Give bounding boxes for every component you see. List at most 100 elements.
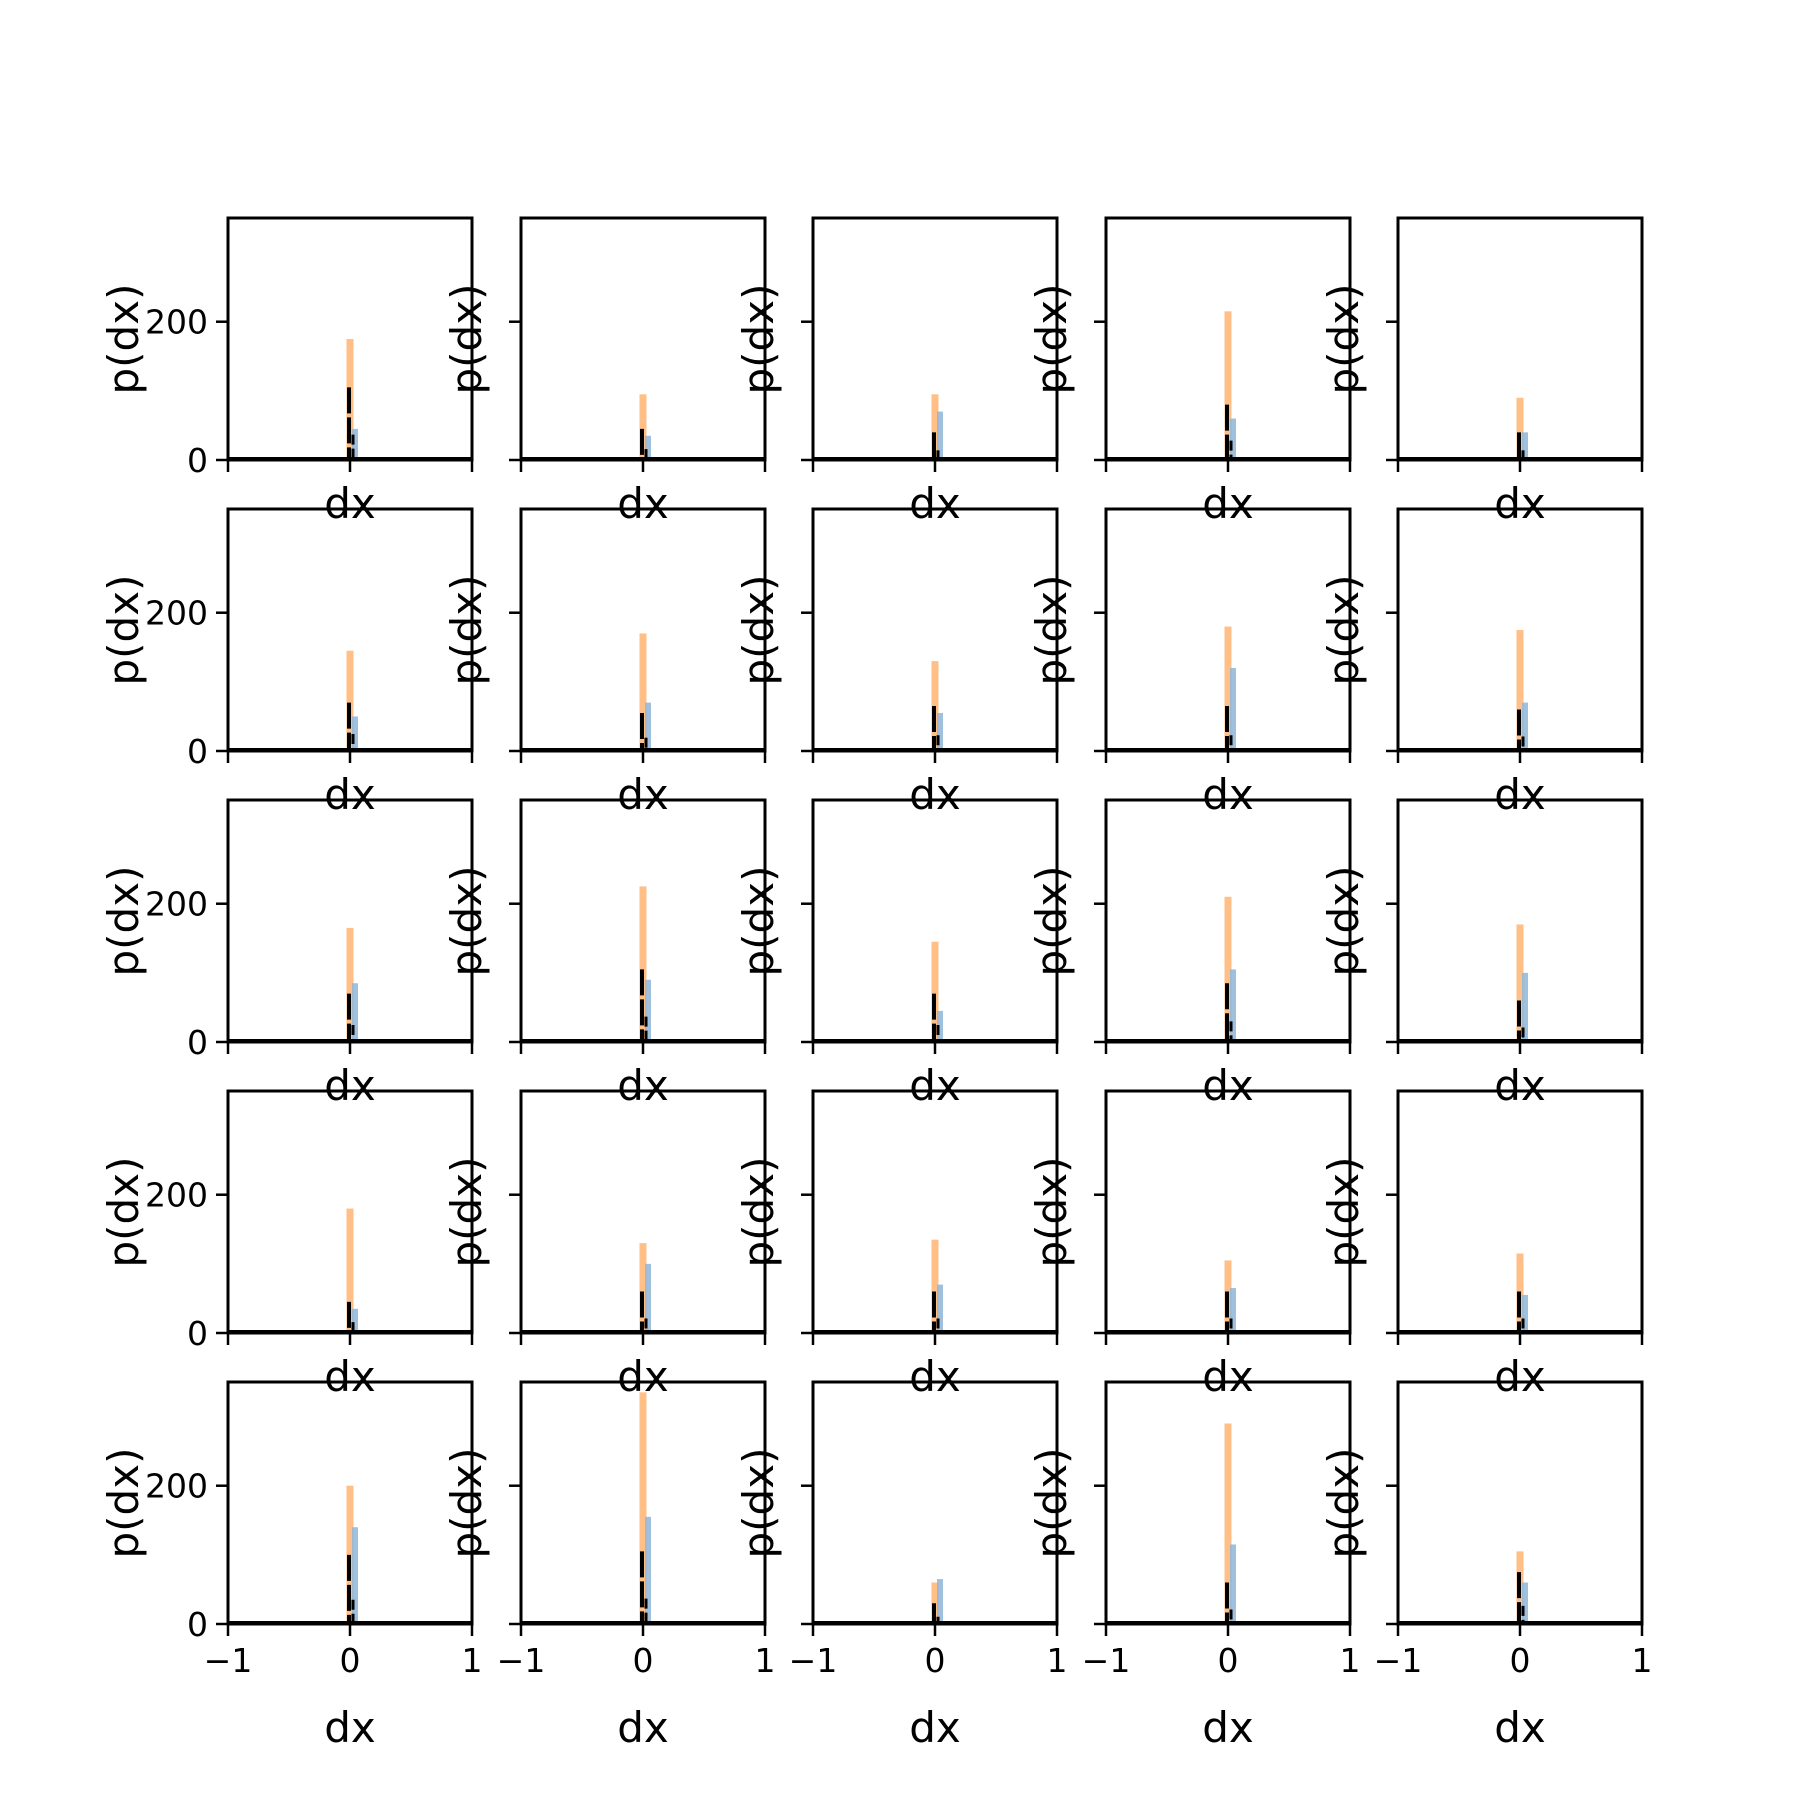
orange-bar bbox=[639, 394, 647, 459]
y-tick-label: 200 bbox=[145, 1467, 208, 1506]
y-tick-label: 0 bbox=[187, 732, 208, 771]
x-axis-label: dx bbox=[324, 770, 376, 819]
orange-bar bbox=[639, 1243, 647, 1332]
subplot-1-2: dx p(dx) bbox=[442, 216, 767, 528]
y-axis-label: p(dx) bbox=[99, 1157, 148, 1268]
x-tick-label: −1 bbox=[497, 1641, 546, 1680]
subplot-4-1: 0 200 dx p(dx) bbox=[99, 1089, 474, 1401]
x-axis-label: dx bbox=[909, 1703, 961, 1752]
y-axis-label: p(dx) bbox=[734, 1448, 783, 1559]
orange-bar bbox=[1224, 896, 1232, 1041]
subplot-3-3: dx p(dx) bbox=[734, 798, 1059, 1110]
blue-bar bbox=[352, 983, 358, 1041]
subplot-5-2: −1 0 1 dx p(dx) bbox=[442, 1380, 776, 1752]
orange-bar bbox=[931, 661, 939, 750]
x-tick-label: 0 bbox=[1510, 1641, 1531, 1680]
x-tick-label: 0 bbox=[1218, 1641, 1239, 1680]
orange-bar bbox=[931, 941, 939, 1041]
x-tick-label: −1 bbox=[1082, 1641, 1131, 1680]
blue-bar bbox=[645, 979, 651, 1041]
x-tick-label: −1 bbox=[204, 1641, 253, 1680]
orange-bar bbox=[639, 886, 647, 1041]
x-axis-label: dx bbox=[1494, 1703, 1546, 1752]
x-tick-label: 0 bbox=[633, 1641, 654, 1680]
x-tick-label: −1 bbox=[1374, 1641, 1423, 1680]
x-axis-label: dx bbox=[909, 1352, 961, 1401]
y-axis-label: p(dx) bbox=[99, 284, 148, 395]
subplot-1-4: dx p(dx) bbox=[1027, 216, 1352, 528]
y-axis-label: p(dx) bbox=[1027, 1157, 1076, 1268]
y-tick-label: 0 bbox=[187, 1605, 208, 1644]
subplot-3-2: dx p(dx) bbox=[442, 798, 767, 1110]
y-axis-label: p(dx) bbox=[1319, 866, 1368, 977]
blue-bar bbox=[937, 411, 943, 459]
y-axis-label: p(dx) bbox=[442, 1448, 491, 1559]
blue-bar bbox=[1522, 972, 1528, 1041]
orange-bar bbox=[1516, 630, 1524, 750]
y-axis-label: p(dx) bbox=[442, 1157, 491, 1268]
x-axis-label: dx bbox=[1494, 479, 1546, 528]
orange-bar bbox=[1516, 924, 1524, 1041]
orange-bar bbox=[931, 394, 939, 459]
y-axis-label: p(dx) bbox=[99, 1448, 148, 1559]
y-tick-label: 200 bbox=[145, 1176, 208, 1215]
y-axis-label: p(dx) bbox=[734, 575, 783, 686]
subplot-5-3: −1 0 1 dx p(dx) bbox=[734, 1380, 1068, 1752]
blue-bar bbox=[352, 1527, 358, 1623]
x-tick-label: 0 bbox=[340, 1641, 361, 1680]
x-tick-label: 1 bbox=[1340, 1641, 1361, 1680]
x-axis-label: dx bbox=[909, 1061, 961, 1110]
subplot-4-3: dx p(dx) bbox=[734, 1089, 1059, 1401]
subplot-1-3: dx p(dx) bbox=[734, 216, 1059, 528]
y-tick-label: 0 bbox=[187, 1314, 208, 1353]
subplot-4-2: dxp(dx) bbox=[442, 1089, 767, 1401]
x-axis-label: dx bbox=[617, 1061, 669, 1110]
x-tick-label: 1 bbox=[755, 1641, 776, 1680]
orange-bar bbox=[346, 1208, 354, 1332]
x-tick-label: 1 bbox=[462, 1641, 483, 1680]
blue-bar bbox=[645, 1263, 651, 1332]
subplot-1-1: 0 200 dx p(dx) bbox=[99, 216, 474, 528]
y-axis-label: p(dx) bbox=[1319, 1448, 1368, 1559]
x-axis-label: dx bbox=[909, 770, 961, 819]
subplot-2-4: dx p(dx) bbox=[1027, 507, 1352, 819]
x-axis-label: dx bbox=[1202, 1352, 1254, 1401]
y-tick-label: 0 bbox=[187, 441, 208, 480]
x-tick-label: 1 bbox=[1047, 1641, 1068, 1680]
x-axis-label: dx bbox=[1494, 770, 1546, 819]
subplot-3-5: dx p(dx) bbox=[1319, 798, 1644, 1110]
x-axis-label: dx bbox=[1202, 770, 1254, 819]
x-axis-label: dx bbox=[617, 770, 669, 819]
blue-bar bbox=[645, 702, 651, 750]
blue-bar bbox=[1522, 1582, 1528, 1623]
blue-bar bbox=[1522, 702, 1528, 750]
subplot-4-4: dx p(dx) bbox=[1027, 1089, 1352, 1401]
y-axis-label: p(dx) bbox=[1319, 575, 1368, 686]
orange-bar bbox=[1516, 397, 1524, 459]
y-axis-label: p(dx) bbox=[99, 575, 148, 686]
x-axis-label: dx bbox=[324, 1703, 376, 1752]
y-axis-label: p(dx) bbox=[734, 284, 783, 395]
y-axis-label: p(dx) bbox=[442, 284, 491, 395]
blue-bar bbox=[1230, 1288, 1236, 1332]
blue-bar bbox=[937, 712, 943, 750]
x-tick-label: 0 bbox=[925, 1641, 946, 1680]
orange-bar bbox=[639, 633, 647, 750]
y-axis-label: p(dx) bbox=[1027, 575, 1076, 686]
blue-bar bbox=[645, 435, 651, 459]
blue-bar bbox=[1522, 1294, 1528, 1332]
y-tick-label: 200 bbox=[145, 594, 208, 633]
x-tick-label: 1 bbox=[1632, 1641, 1653, 1680]
subplot-5-5: −1 0 1 dx p(dx) bbox=[1319, 1380, 1653, 1752]
orange-bar bbox=[1224, 1423, 1232, 1623]
x-axis-label: dx bbox=[324, 1352, 376, 1401]
x-tick-label: −1 bbox=[789, 1641, 838, 1680]
subplot-1-5: dx p(dx) bbox=[1319, 216, 1644, 528]
y-axis-label: p(dx) bbox=[1027, 1448, 1076, 1559]
orange-bar bbox=[1224, 311, 1232, 459]
orange-bar bbox=[1224, 626, 1232, 750]
subplot-4-5: dx p(dx) bbox=[1319, 1089, 1644, 1401]
blue-bar bbox=[937, 1284, 943, 1332]
x-axis-label: dx bbox=[324, 479, 376, 528]
